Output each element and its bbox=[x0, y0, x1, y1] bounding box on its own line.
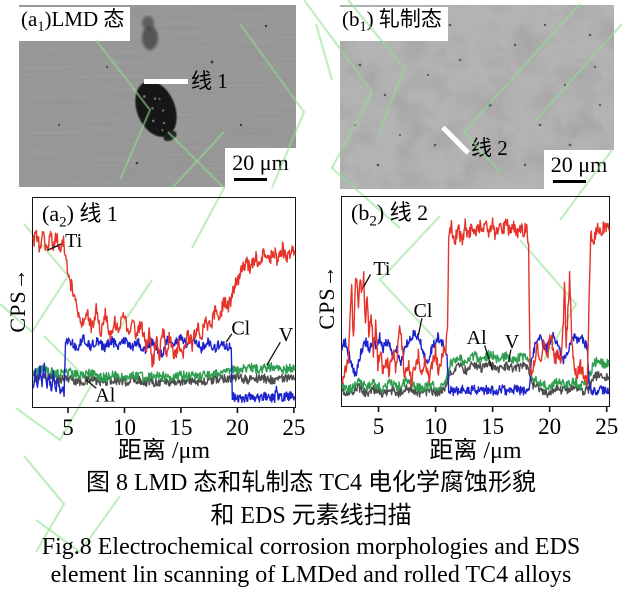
panel-label-b1-prefix: (b bbox=[342, 7, 360, 31]
x-tick-label: 5 bbox=[62, 415, 74, 440]
annotation-label-ti: Ti bbox=[373, 258, 391, 280]
x-axis-label-b2: 距离 /μm bbox=[429, 438, 522, 464]
panel-label-a2-suffix: ) 线 1 bbox=[66, 201, 118, 226]
chart-b2: 5 10 15 20 25 Ti Cl Al V (b2) 线 2 bbox=[341, 196, 618, 439]
panel-label-a1-suffix: )LMD 态 bbox=[44, 7, 125, 31]
scale-bar-a1-line bbox=[234, 178, 267, 181]
annotation-label-cl: Cl bbox=[414, 300, 433, 322]
panel-label-a2-sub: 2 bbox=[59, 214, 67, 231]
panel-label-a1-sub: 1 bbox=[37, 19, 45, 36]
panel-label-b2-prefix: (b bbox=[351, 200, 370, 225]
annotation-label-cl: Cl bbox=[231, 318, 250, 340]
x-tick-label: 15 bbox=[481, 414, 504, 439]
panel-label-a2-prefix: (a bbox=[42, 201, 60, 226]
scan-line-label-2: 线 2 bbox=[471, 136, 508, 160]
panel-label-b2-sub: 2 bbox=[369, 213, 377, 230]
y-axis-label-b2: CPS→ bbox=[314, 264, 339, 330]
x-tick-label: 15 bbox=[169, 415, 192, 440]
panel-label-b1-suffix: ) 轧制态 bbox=[366, 7, 442, 31]
annotation-label-al: Al bbox=[467, 327, 487, 349]
x-tick-label: 10 bbox=[424, 414, 447, 439]
scale-bar-b1-line bbox=[553, 180, 586, 183]
annotation-label-ti: Ti bbox=[65, 230, 83, 252]
caption-en-line2: element lin scanning of LMDed and rolled… bbox=[50, 562, 572, 588]
series-v-line bbox=[341, 349, 610, 394]
x-tick-label: 5 bbox=[373, 414, 385, 439]
annotation-label-v: V bbox=[505, 331, 520, 353]
x-tick-label: 20 bbox=[226, 415, 249, 440]
annotation-leader-ti bbox=[363, 274, 372, 288]
chart-a2: 5 10 15 20 25 Ti Cl V Al (a2) 线 1 bbox=[32, 197, 305, 440]
annotation-leader-cl bbox=[225, 333, 233, 343]
x-tick-label: 25 bbox=[282, 415, 305, 440]
scale-bar-a1: 20 μm bbox=[225, 148, 296, 187]
x-tick-label: 20 bbox=[538, 414, 561, 439]
scan-line-label-1: 线 1 bbox=[191, 69, 228, 93]
scale-bar-b1-text: 20 μm bbox=[550, 152, 608, 177]
x-tick-label: 10 bbox=[113, 415, 136, 440]
series-ti-line bbox=[341, 217, 610, 388]
scan-line-marker-1 bbox=[144, 79, 188, 84]
chart-b2-plot: 5 10 15 20 25 Ti Cl Al V bbox=[341, 217, 618, 439]
annotation-label-al: Al bbox=[95, 384, 115, 406]
scale-bar-b1: 20 μm bbox=[544, 150, 614, 189]
caption-en-line1: Fig.8 Electrochemical corrosion morpholo… bbox=[41, 534, 581, 560]
x-tick-label: 25 bbox=[595, 414, 618, 439]
caption-zh-line1: 图 8 LMD 态和轧制态 TC4 电化学腐蚀形貌 bbox=[86, 470, 536, 496]
panel-label-b1-sub: 1 bbox=[359, 19, 367, 36]
sem-image-b1: (b1) 轧制态 线 2 20 μm bbox=[340, 5, 614, 189]
panel-label-b1: (b1) 轧制态 bbox=[340, 7, 448, 42]
annotation-leader-al bbox=[484, 345, 494, 371]
annotation-leader-v bbox=[507, 349, 512, 363]
figure-caption: 图 8 LMD 态和轧制态 TC4 电化学腐蚀形貌 和 EDS 元素线扫描 Fi… bbox=[0, 467, 622, 589]
annotation-label-v: V bbox=[279, 324, 294, 346]
panel-label-b2: (b2) 线 2 bbox=[351, 200, 428, 234]
scale-bar-a1-text: 20 μm bbox=[232, 150, 289, 175]
annotation-leader-v bbox=[266, 341, 281, 366]
sem-image-a1: (a1)LMD 态 线 1 20 μm bbox=[19, 5, 296, 187]
panel-label-a2: (a2) 线 1 bbox=[42, 201, 118, 235]
y-axis-label-a2: CPS→ bbox=[5, 267, 30, 333]
panel-label-a1: (a1)LMD 态 bbox=[19, 7, 131, 42]
x-axis-label-a2: 距离 /μm bbox=[117, 438, 211, 464]
series-ti-line bbox=[32, 229, 296, 368]
panel-label-b2-suffix: ) 线 2 bbox=[376, 200, 429, 225]
caption-zh-line2: 和 EDS 元素线扫描 bbox=[210, 503, 412, 529]
panel-label-a1-prefix: (a bbox=[21, 7, 38, 31]
watermark-stroke bbox=[314, 23, 334, 81]
